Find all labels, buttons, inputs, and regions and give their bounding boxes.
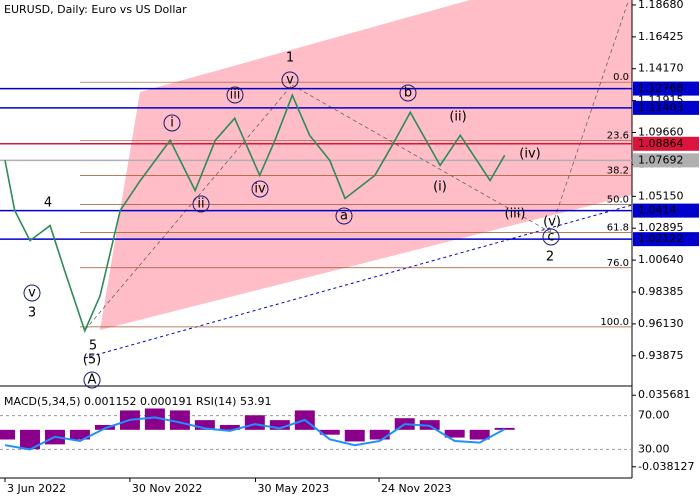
fib-label: 100.0	[600, 317, 629, 328]
trend-line	[84, 84, 293, 331]
wave-label: v	[286, 73, 294, 88]
fib-label: 38.2	[607, 165, 629, 176]
wave-circle	[192, 195, 210, 213]
macd-bar	[319, 429, 340, 435]
wave-circle	[23, 284, 41, 302]
y-tick-label: 0.98385	[638, 285, 684, 298]
wave-circle	[163, 114, 181, 132]
wave-label: (v)	[543, 215, 561, 230]
wave-circle	[542, 228, 560, 246]
wave-label: (ii)	[449, 110, 466, 125]
y-tick-label: 1.02895	[638, 221, 684, 234]
x-tick-label: 24 Nov 2023	[381, 482, 451, 495]
price-line	[4, 93, 506, 334]
level-box	[633, 153, 699, 168]
macd-bar	[494, 427, 515, 430]
macd-bar	[69, 429, 90, 440]
x-tick-label: 30 Nov 2022	[132, 482, 202, 495]
wave-label: 5	[89, 339, 97, 354]
level-label: 1.07692	[638, 153, 684, 166]
wave-circle	[335, 207, 353, 225]
macd-bar	[469, 429, 490, 440]
y-tick-label: 0.93875	[638, 349, 684, 362]
fib-label: 0.0	[613, 72, 629, 83]
wave-label: 2	[546, 250, 554, 265]
wave-label: i	[170, 116, 174, 131]
macd-bar	[244, 415, 265, 430]
fib-label: 76.0	[607, 258, 629, 269]
level-box	[633, 81, 699, 96]
level-label: 1.11403	[638, 101, 684, 114]
wave-label: iv	[254, 182, 266, 197]
macd-bar	[219, 424, 240, 430]
y-tick-label: 70.00	[638, 409, 670, 422]
level-box	[633, 232, 699, 247]
level-box	[633, 100, 699, 115]
chart-title: EURUSD, Daily: Euro vs US Dollar	[4, 3, 187, 16]
y-tick-label: 1.14170	[638, 62, 684, 75]
level-label: 1.0414	[638, 204, 677, 217]
wave-label: v	[28, 286, 36, 301]
y-tick-label: 1.16425	[638, 30, 684, 43]
wave-circle	[251, 180, 269, 198]
indicator-label: MACD(5,34,5) 0.001152 0.000191 RSI(14) 5…	[4, 395, 271, 408]
wave-label: (iv)	[519, 147, 540, 162]
macd-bar	[19, 429, 40, 450]
x-tick-label: 30 May 2023	[258, 482, 330, 495]
level-box	[633, 136, 699, 151]
macd-bar	[144, 408, 165, 430]
macd-bar	[194, 420, 215, 430]
wave-label: ii	[197, 197, 204, 212]
trend-line	[84, 204, 633, 359]
wave-label: b	[404, 86, 412, 101]
macd-bar	[269, 420, 290, 430]
level-label: 1.12768	[638, 82, 684, 95]
wave-circle	[226, 86, 244, 104]
wave-circle	[281, 71, 299, 89]
wave-label: 4	[44, 196, 52, 211]
macd-bar	[169, 410, 190, 430]
y-tick-label: -0.038127	[638, 460, 694, 473]
wave-label: c	[547, 230, 554, 245]
macd-bar	[369, 429, 390, 440]
y-tick-label: 1.18680	[638, 0, 684, 11]
fib-label: 23.6	[607, 130, 629, 141]
wave-label: iii	[230, 88, 241, 103]
rsi-line	[4, 416, 506, 451]
fib-label: 61.8	[607, 223, 629, 234]
wave-circle	[83, 371, 101, 389]
wave-label: 1	[286, 51, 294, 66]
trend-line	[549, 1, 629, 233]
wave-label: a	[340, 209, 348, 224]
fib-label: 50.0	[607, 195, 629, 206]
y-tick-label: 0.035681	[638, 388, 691, 401]
y-tick-label: 1.09660	[638, 126, 684, 139]
level-box	[633, 203, 699, 218]
y-tick-label: 30.00	[638, 442, 670, 455]
macd-bar	[444, 429, 465, 438]
trend-line	[291, 84, 551, 233]
y-tick-label: 1.00640	[638, 253, 684, 266]
wave-label: (iii)	[505, 207, 526, 222]
wave-label: (5)	[83, 353, 101, 368]
wave-label: 3	[28, 306, 36, 321]
wave-label: (i)	[433, 180, 447, 195]
y-tick-label: 0.96130	[638, 317, 684, 330]
level-label: 1.02122	[638, 232, 684, 245]
wave-circle	[399, 84, 417, 102]
x-tick-label: 3 Jun 2022	[7, 482, 66, 495]
macd-bar	[0, 429, 15, 440]
y-tick-label: 1.05150	[638, 189, 684, 202]
wave-label: A	[88, 373, 97, 388]
level-label: 1.08864	[638, 137, 684, 150]
macd-bar	[344, 429, 365, 442]
